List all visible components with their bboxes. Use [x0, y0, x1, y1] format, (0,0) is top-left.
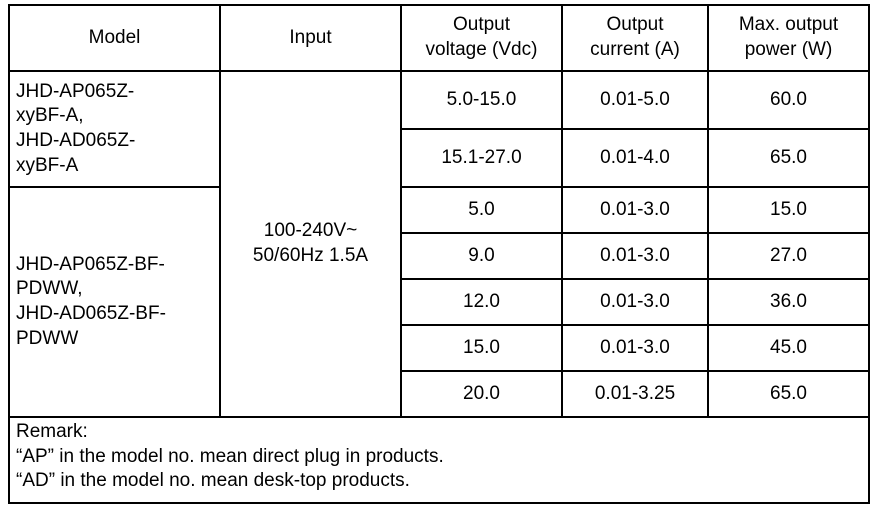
cell-output-current: 0.01-3.25: [561, 370, 709, 418]
cell-max-output-power: 15.0: [707, 186, 870, 234]
remark-cell: Remark: “AP” in the model no. mean direc…: [8, 416, 870, 504]
cell-max-output-power: 45.0: [707, 324, 870, 372]
remark-row: Remark: “AP” in the model no. mean direc…: [8, 416, 870, 504]
column-header-max-output-power-line1: Max. output: [738, 14, 839, 36]
model-line: PDWW,: [16, 278, 83, 300]
input-line: 50/60Hz 1.5A: [252, 245, 369, 266]
input-line: 100-240V~: [263, 220, 358, 242]
cell-max-output-power: 36.0: [707, 278, 870, 326]
cell-max-output-power: 60.0: [707, 70, 870, 130]
column-header-output-current: Output current (A): [561, 4, 709, 72]
model-line: JHD-AP065Z-BF-: [16, 253, 165, 275]
cell-output-voltage: 15.1-27.0: [400, 128, 563, 188]
cell-output-current: 0.01-3.0: [561, 232, 709, 280]
table-row: JHD-AP065Z-BF- PDWW, JHD-AD065Z-BF- PDWW…: [8, 186, 870, 418]
cell-output-voltage: 5.0: [400, 186, 563, 234]
cell-output-voltage: 12.0: [400, 278, 563, 326]
remark-title: Remark:: [16, 421, 88, 442]
model-line: xyBF-A: [16, 154, 79, 176]
cell-output-current: 0.01-3.0: [561, 278, 709, 326]
model-cell-group-2: JHD-AP065Z-BF- PDWW, JHD-AD065Z-BF- PDWW: [8, 186, 221, 418]
column-header-input: Input: [219, 4, 402, 72]
table-row: 15.0 0.01-3.0 45.0: [9, 324, 870, 372]
model-line: xyBF-A,: [16, 105, 84, 127]
specification-table: Model Input Output voltage (Vdc) Output …: [8, 4, 870, 504]
table-row: 20.0 0.01-3.25 65.0: [9, 370, 870, 418]
cell-max-output-power: 65.0: [707, 370, 870, 418]
table-row: 15.1-27.0 0.01-4.0 65.0: [9, 128, 870, 188]
column-header-max-output-power-line2: power (W): [744, 39, 833, 60]
column-header-output-current-line1: Output: [606, 14, 664, 36]
cell-output-current: 0.01-3.0: [561, 186, 709, 234]
column-header-max-output-power: Max. output power (W): [707, 4, 870, 72]
column-header-model-label: Model: [88, 26, 141, 48]
column-header-output-voltage-line1: Output: [452, 14, 511, 36]
cell-output-voltage: 5.0-15.0: [400, 70, 563, 130]
table-row: 12.0 0.01-3.0 36.0: [9, 278, 870, 326]
cell-output-voltage: 15.0: [400, 324, 563, 372]
model-cell-group-1: JHD-AP065Z- xyBF-A, JHD-AD065Z- xyBF-A: [8, 70, 221, 188]
cell-max-output-power: 27.0: [707, 232, 870, 280]
remark-line-ap: “AP” in the model no. mean direct plug i…: [16, 445, 444, 467]
cell-output-voltage: 9.0: [400, 232, 563, 280]
column-header-output-voltage-line2: voltage (Vdc): [425, 39, 538, 60]
model-line: JHD-AP065Z-: [16, 80, 135, 102]
column-header-output-current-line2: current (A): [590, 39, 680, 60]
cell-max-output-power: 65.0: [707, 128, 870, 188]
column-header-output-voltage: Output voltage (Vdc): [400, 4, 563, 72]
model-line: JHD-AD065Z-BF-: [16, 303, 166, 324]
table-row: JHD-AP065Z- xyBF-A, JHD-AD065Z- xyBF-A 1…: [8, 70, 870, 418]
model-line: PDWW: [16, 327, 79, 349]
remark-line-ad: “AD” in the model no. mean desk-top prod…: [16, 470, 410, 492]
cell-output-current: 0.01-4.0: [561, 128, 709, 188]
table-header-row: Model Input Output voltage (Vdc) Output …: [8, 4, 870, 72]
cell-output-current: 0.01-3.0: [561, 324, 709, 372]
cell-output-current: 0.01-5.0: [561, 70, 709, 130]
table-row: 9.0 0.01-3.0 27.0: [9, 232, 870, 280]
column-header-model: Model: [8, 4, 221, 72]
cell-output-voltage: 20.0: [400, 370, 563, 418]
column-header-input-label: Input: [289, 26, 332, 48]
model-line: JHD-AD065Z-: [16, 130, 136, 151]
input-cell-merged: 100-240V~ 50/60Hz 1.5A: [219, 70, 402, 418]
